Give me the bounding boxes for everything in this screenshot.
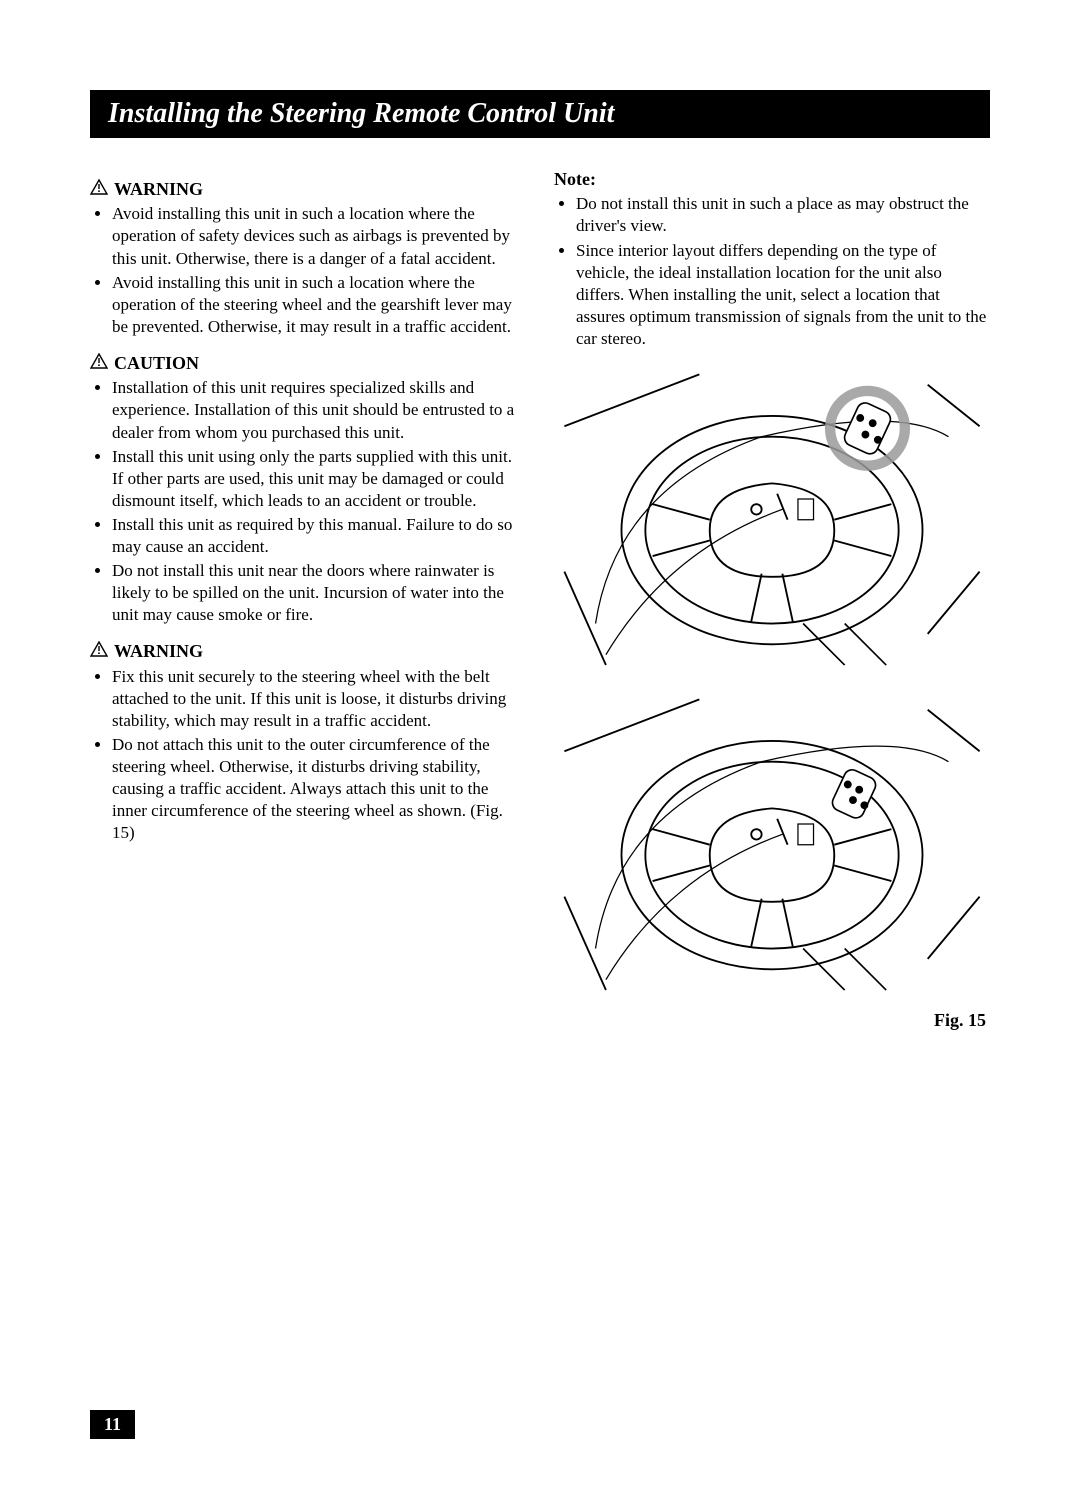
section-title: Installing the Steering Remote Control U… <box>90 90 990 138</box>
list-item: Install this unit using only the parts s… <box>112 446 526 512</box>
caution-list: Installation of this unit requires speci… <box>90 377 526 626</box>
figure-area: Fig. 15 <box>554 364 990 1032</box>
left-column: WARNING Avoid installing this unit in su… <box>90 168 526 1032</box>
list-item: Avoid installing this unit in such a loc… <box>112 203 526 269</box>
list-item: Do not install this unit in such a place… <box>576 193 990 237</box>
warning-list-2: Fix this unit securely to the steering w… <box>90 666 526 845</box>
warning-heading-1: WARNING <box>90 178 526 201</box>
note-heading: Note: <box>554 168 990 191</box>
list-item: Since interior layout differs depending … <box>576 240 990 350</box>
note-list: Do not install this unit in such a place… <box>554 193 990 350</box>
warning-icon <box>90 352 108 375</box>
caution-heading: CAUTION <box>90 352 526 375</box>
warning-list-1: Avoid installing this unit in such a loc… <box>90 203 526 338</box>
list-item: Installation of this unit requires speci… <box>112 377 526 443</box>
steering-wheel-illustration-top <box>554 364 990 675</box>
right-column: Note: Do not install this unit in such a… <box>554 168 990 1032</box>
list-item: Install this unit as required by this ma… <box>112 514 526 558</box>
warning-heading-2: WARNING <box>90 640 526 663</box>
list-item: Avoid installing this unit in such a loc… <box>112 272 526 338</box>
figure-caption: Fig. 15 <box>554 1009 990 1032</box>
page-number: 11 <box>90 1410 135 1439</box>
content-columns: WARNING Avoid installing this unit in su… <box>90 168 990 1032</box>
warning-label-2: WARNING <box>114 640 203 663</box>
warning-label-1: WARNING <box>114 178 203 201</box>
list-item: Fix this unit securely to the steering w… <box>112 666 526 732</box>
caution-label: CAUTION <box>114 352 199 375</box>
warning-icon <box>90 178 108 201</box>
warning-icon <box>90 640 108 663</box>
list-item: Do not attach this unit to the outer cir… <box>112 734 526 844</box>
list-item: Do not install this unit near the doors … <box>112 560 526 626</box>
steering-wheel-illustration-bottom <box>554 689 990 1000</box>
page: Installing the Steering Remote Control U… <box>0 0 1080 1499</box>
note-label: Note: <box>554 168 596 191</box>
